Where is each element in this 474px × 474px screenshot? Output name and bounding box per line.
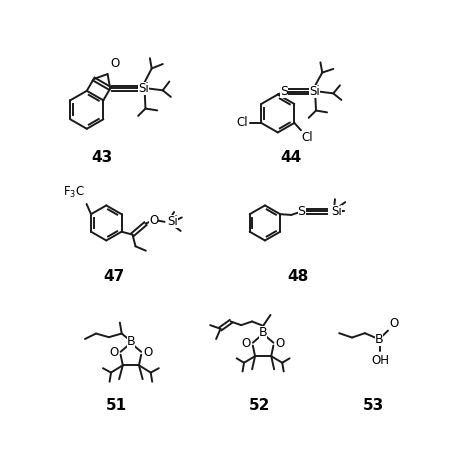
Text: S: S <box>298 205 306 218</box>
Text: O: O <box>149 214 158 227</box>
Text: 48: 48 <box>287 269 309 283</box>
Text: B: B <box>127 335 135 348</box>
Text: 52: 52 <box>249 398 270 413</box>
Text: O: O <box>389 317 398 329</box>
Text: B: B <box>259 326 267 339</box>
Text: B: B <box>374 333 383 346</box>
Text: Si: Si <box>309 85 319 98</box>
Text: 44: 44 <box>280 150 301 165</box>
Text: 47: 47 <box>103 269 124 283</box>
Text: Cl: Cl <box>237 117 248 129</box>
Text: 43: 43 <box>91 150 112 165</box>
Text: O: O <box>109 346 119 359</box>
Text: Si: Si <box>331 205 342 218</box>
Text: F$_3$C: F$_3$C <box>63 184 85 200</box>
Text: 51: 51 <box>106 398 127 413</box>
Text: OH: OH <box>371 354 389 366</box>
Text: O: O <box>143 346 152 359</box>
Text: S: S <box>281 85 289 98</box>
Text: Si: Si <box>167 215 178 228</box>
Text: Cl: Cl <box>302 131 313 144</box>
Text: O: O <box>110 57 120 70</box>
Text: O: O <box>242 337 251 350</box>
Text: 53: 53 <box>363 398 384 413</box>
Text: Si: Si <box>138 82 149 95</box>
Text: O: O <box>275 337 284 350</box>
